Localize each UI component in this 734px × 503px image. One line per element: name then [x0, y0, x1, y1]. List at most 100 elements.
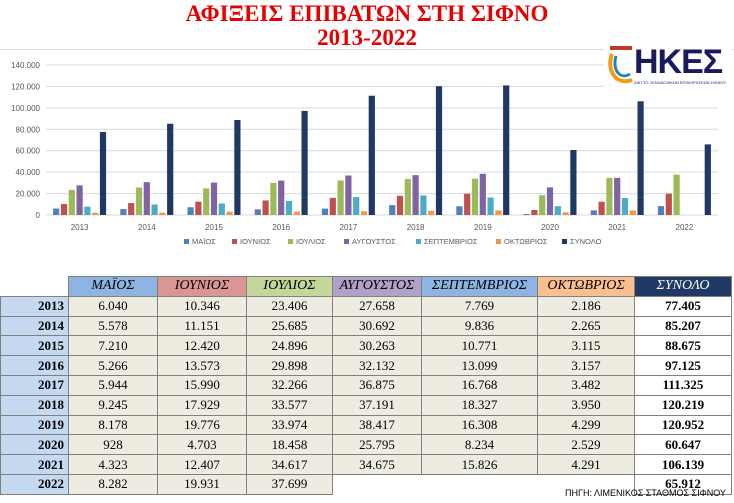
y-tick-label: 20.000 [16, 190, 41, 199]
value-cell: 3.950 [537, 394, 635, 416]
value-cell: 8.178 [68, 414, 158, 436]
value-cell: 33.577 [246, 394, 333, 416]
table-row: 2014 5.578 11.151 25.685 30.692 9.836 2.265 85.… [0, 315, 732, 337]
value-cell: 2.265 [537, 315, 635, 337]
table-row: 2022 8.282 19.931 37.699 65.912 [0, 473, 732, 495]
bar [92, 212, 99, 215]
value-cell: 5.266 [68, 355, 158, 376]
bar [254, 209, 261, 215]
value-cell: 5.578 [68, 315, 158, 337]
bar [531, 209, 538, 215]
value-cell: 37.191 [332, 394, 422, 416]
value-cell: 19.776 [157, 414, 247, 436]
bar [60, 203, 68, 215]
value-cell: 7.210 [68, 335, 158, 357]
bar [226, 211, 233, 215]
legend-label: ΣΕΠΤΕΜΒΡΙΟΣ [424, 237, 478, 246]
value-cell: 30.692 [332, 315, 422, 337]
value-cell: 3.157 [537, 355, 635, 376]
bar [128, 203, 135, 215]
bar [523, 214, 530, 215]
bar [546, 187, 554, 215]
header-cell: ΙΟΥΛΙΟΣ [246, 276, 333, 297]
value-cell: 27.658 [332, 295, 422, 317]
spacer-band [0, 262, 734, 276]
x-tick-label: 2019 [474, 223, 492, 232]
value-cell: 2.186 [537, 295, 635, 317]
y-tick-label: 60.000 [16, 147, 41, 156]
total-cell: 120.952 [634, 414, 732, 436]
x-tick-label: 2021 [608, 223, 626, 232]
total-cell: 97.125 [634, 355, 732, 376]
value-cell: 30.263 [332, 335, 422, 357]
bar [637, 101, 644, 215]
x-tick-label: 2017 [340, 223, 358, 232]
x-tick-label: 2022 [676, 223, 694, 232]
value-cell: 8.234 [421, 434, 538, 456]
logo: ΗΚΕΣ ΔΙΚΤΥΟ ΞΕΝΟΔΟΧΙΚΩΝ ΕΠΙΧΕΙΡΗΣΕΩΝ ΣΙΦ… [604, 40, 732, 92]
bar [420, 195, 427, 215]
year-cell: 2022 [0, 473, 69, 495]
year-cell: 2021 [0, 454, 69, 475]
bar [396, 195, 404, 215]
logo-text: ΗΚΕΣ [634, 43, 723, 81]
bar [503, 85, 510, 215]
empty-cell [422, 474, 538, 494]
value-cell: 10.771 [421, 335, 538, 357]
bar [389, 205, 396, 215]
year-cell: 2020 [0, 434, 69, 456]
x-tick-label: 2013 [71, 223, 89, 232]
value-cell: 36.875 [332, 374, 422, 396]
value-cell: 16.308 [421, 414, 538, 436]
table-corner [1, 277, 69, 297]
value-cell: 34.675 [332, 454, 422, 475]
bar [554, 206, 561, 215]
value-cell: 2.529 [537, 434, 635, 456]
y-tick-label: 120.000 [11, 82, 40, 91]
header-cell: ΣΕΠΤΕΜΒΡΙΟΣ [421, 276, 538, 297]
y-tick-label: 140.000 [11, 61, 40, 70]
bar [195, 201, 202, 215]
total-cell: 111.325 [634, 374, 732, 396]
bar [606, 177, 613, 215]
legend-swatch [344, 239, 349, 244]
bar [570, 150, 577, 215]
total-cell: 65.912 [634, 473, 732, 495]
bar [210, 182, 218, 215]
x-tick-label: 2018 [407, 223, 425, 232]
value-cell: 9.245 [68, 394, 158, 416]
value-cell: 34.617 [246, 454, 333, 475]
bar [345, 175, 352, 215]
bar [159, 212, 166, 215]
value-cell: 3.482 [537, 374, 635, 396]
bar [135, 187, 143, 215]
value-cell: 12.407 [157, 454, 247, 475]
legend-label: ΑΥΓΟΥΣΤΟΣ [352, 237, 396, 246]
value-cell: 4.291 [537, 454, 635, 475]
value-cell: 16.768 [421, 374, 538, 396]
value-cell: 38.417 [332, 414, 422, 436]
value-cell: 12.420 [157, 335, 247, 357]
bar [120, 209, 127, 215]
bar [143, 182, 150, 215]
bar [53, 208, 60, 215]
year-cell: 2018 [0, 394, 69, 416]
table-row: 2013 6.040 10.346 23.406 27.658 7.769 2.186 77.… [0, 295, 732, 317]
bar [657, 206, 665, 215]
header-cell: ΣΥΝΟΛΟ [634, 276, 732, 297]
bar [151, 204, 158, 215]
bar [479, 173, 486, 215]
bar [187, 207, 194, 215]
bar [278, 180, 285, 215]
table-header-row: ΜΑΪΟΣ ΙΟΥΝΙΟΣ ΙΟΥΛΙΟΣ ΑΥΓΟΥΣΤΟΣ ΣΕΠΤΕΜΒΡ… [1, 276, 732, 297]
y-tick-label: 100.000 [11, 104, 40, 113]
legend-swatch [416, 239, 421, 244]
bar [203, 188, 210, 215]
x-tick-label: 2016 [272, 223, 290, 232]
legend-swatch [288, 239, 293, 244]
bar [590, 210, 597, 215]
data-table: ΜΑΪΟΣ ΙΟΥΝΙΟΣ ΙΟΥΛΙΟΣ ΑΥΓΟΥΣΤΟΣ ΣΕΠΤΕΜΒΡ… [0, 276, 732, 495]
bar [360, 211, 368, 215]
legend-swatch [232, 239, 237, 244]
bar [673, 174, 680, 215]
